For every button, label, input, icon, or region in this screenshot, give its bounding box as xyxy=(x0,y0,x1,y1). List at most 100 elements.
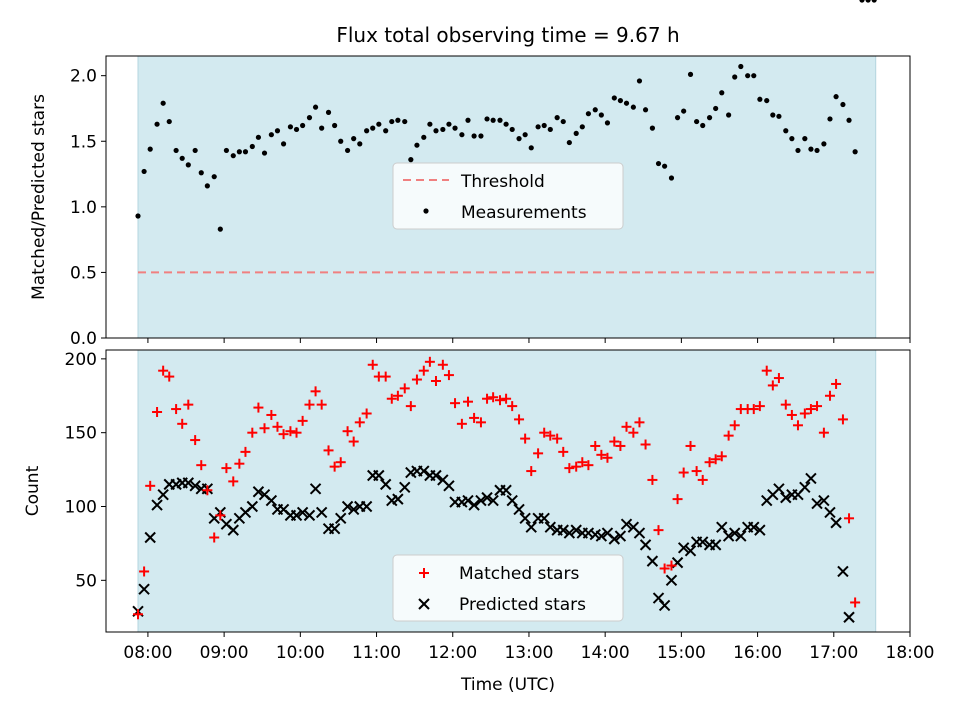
predicted-star-marker xyxy=(620,518,633,530)
measurement-point xyxy=(770,112,776,118)
legend-predicted-swatch xyxy=(418,598,430,610)
measurement-point xyxy=(821,141,827,147)
predicted-star-marker xyxy=(519,512,531,525)
measurement-points xyxy=(135,0,877,232)
matched-star-marker xyxy=(342,426,353,437)
measurement-point xyxy=(287,124,294,130)
measurement-point xyxy=(503,121,509,127)
predicted-star-marker xyxy=(151,499,163,511)
matched-star-marker xyxy=(133,609,144,620)
matched-star-marker xyxy=(335,457,346,468)
measurement-point xyxy=(427,121,433,127)
predicted-star-marker xyxy=(570,524,582,536)
measurement-point xyxy=(598,112,604,118)
measurement-point xyxy=(776,113,782,119)
measurement-point xyxy=(579,124,585,130)
measurement-point xyxy=(516,136,522,142)
predicted-star-marker xyxy=(557,524,569,536)
measurement-point xyxy=(217,226,223,232)
matched-star-marker xyxy=(672,494,683,505)
matched-star-marker xyxy=(786,409,797,420)
measurement-point xyxy=(541,122,547,129)
matched-star-marker xyxy=(653,525,664,536)
matched-star-marker xyxy=(158,365,169,376)
matched-star-marker xyxy=(824,390,835,401)
predicted-star-marker xyxy=(335,512,347,525)
measurement-point xyxy=(211,174,217,180)
matched-star-marker xyxy=(418,365,429,376)
matched-star-marker xyxy=(729,420,740,431)
measurement-point xyxy=(484,116,490,122)
measurement-point xyxy=(325,109,332,115)
matched-star-marker xyxy=(723,430,734,441)
predicted-star-marker xyxy=(658,599,671,612)
measurement-point xyxy=(623,100,630,106)
matched-star-marker xyxy=(621,421,632,432)
measurement-point xyxy=(687,71,694,77)
measurement-point xyxy=(440,126,446,133)
matched-star-marker xyxy=(488,392,499,403)
matched-star-marker xyxy=(666,560,677,571)
matched-star-marker xyxy=(164,371,175,382)
matched-star-marker xyxy=(520,433,531,444)
predicted-star-marker xyxy=(373,469,385,482)
matched-star-marker xyxy=(202,485,213,496)
matched-star-marker xyxy=(196,460,207,471)
measurement-point xyxy=(604,120,611,126)
measurement-point xyxy=(459,132,465,138)
measurement-point xyxy=(198,170,204,176)
predicted-star-marker xyxy=(684,545,697,557)
matched-star-marker xyxy=(640,439,651,450)
matched-star-marker xyxy=(297,415,308,426)
measurement-point xyxy=(370,125,376,131)
matched-star-marker xyxy=(609,436,620,447)
matched-stars-points xyxy=(133,356,861,620)
matched-star-marker xyxy=(253,402,264,413)
ratio-y-tick-label: 0.0 xyxy=(70,329,97,349)
predicted-star-marker xyxy=(309,483,322,495)
matched-star-marker xyxy=(145,480,156,491)
matched-star-marker xyxy=(171,404,182,415)
legend-matched-label: Matched stars xyxy=(459,564,579,584)
measurement-point xyxy=(306,115,313,121)
measurement-point xyxy=(706,115,713,121)
measurement-point xyxy=(547,126,553,133)
matched-star-marker xyxy=(844,513,855,524)
measurement-point xyxy=(402,118,408,125)
measurement-point xyxy=(732,74,738,80)
ratio-legend: Threshold Measurements xyxy=(392,162,624,230)
measurement-point xyxy=(694,118,700,125)
measurement-point xyxy=(173,147,179,154)
predicted-star-marker xyxy=(157,488,169,501)
matched-star-marker xyxy=(704,457,715,468)
predicted-star-marker xyxy=(563,527,576,539)
matched-star-marker xyxy=(177,418,188,429)
measurement-point xyxy=(268,132,274,138)
predicted-star-marker xyxy=(189,480,201,492)
count-panel: 50 100 150 200 08:00 09:00 10:00 11:00 12:00 13:… xyxy=(23,349,935,695)
x-tick-label: 14:00 xyxy=(581,643,630,663)
matched-star-marker xyxy=(691,466,702,477)
matched-star-marker xyxy=(348,436,359,447)
predicted-star-marker xyxy=(608,533,621,545)
predicted-star-marker xyxy=(824,506,836,519)
matched-star-marker xyxy=(354,417,365,428)
matched-star-marker xyxy=(392,390,403,401)
predicted-star-marker xyxy=(818,494,830,507)
measurement-point xyxy=(535,124,541,130)
matched-star-marker xyxy=(558,446,569,457)
measurement-point xyxy=(357,141,363,147)
measurement-point xyxy=(300,122,306,129)
matched-star-marker xyxy=(850,597,861,608)
measurement-point xyxy=(332,122,338,129)
matched-star-marker xyxy=(514,414,525,425)
measurement-point xyxy=(668,175,675,181)
matched-star-marker xyxy=(564,463,575,474)
x-tick-label: 18:00 xyxy=(886,643,935,663)
matched-star-marker xyxy=(316,399,327,410)
predicted-star-marker xyxy=(399,481,411,494)
count-panel-frame xyxy=(105,349,911,633)
matched-star-marker xyxy=(494,395,505,406)
predicted-star-marker xyxy=(379,478,392,491)
matched-star-marker xyxy=(285,426,296,437)
